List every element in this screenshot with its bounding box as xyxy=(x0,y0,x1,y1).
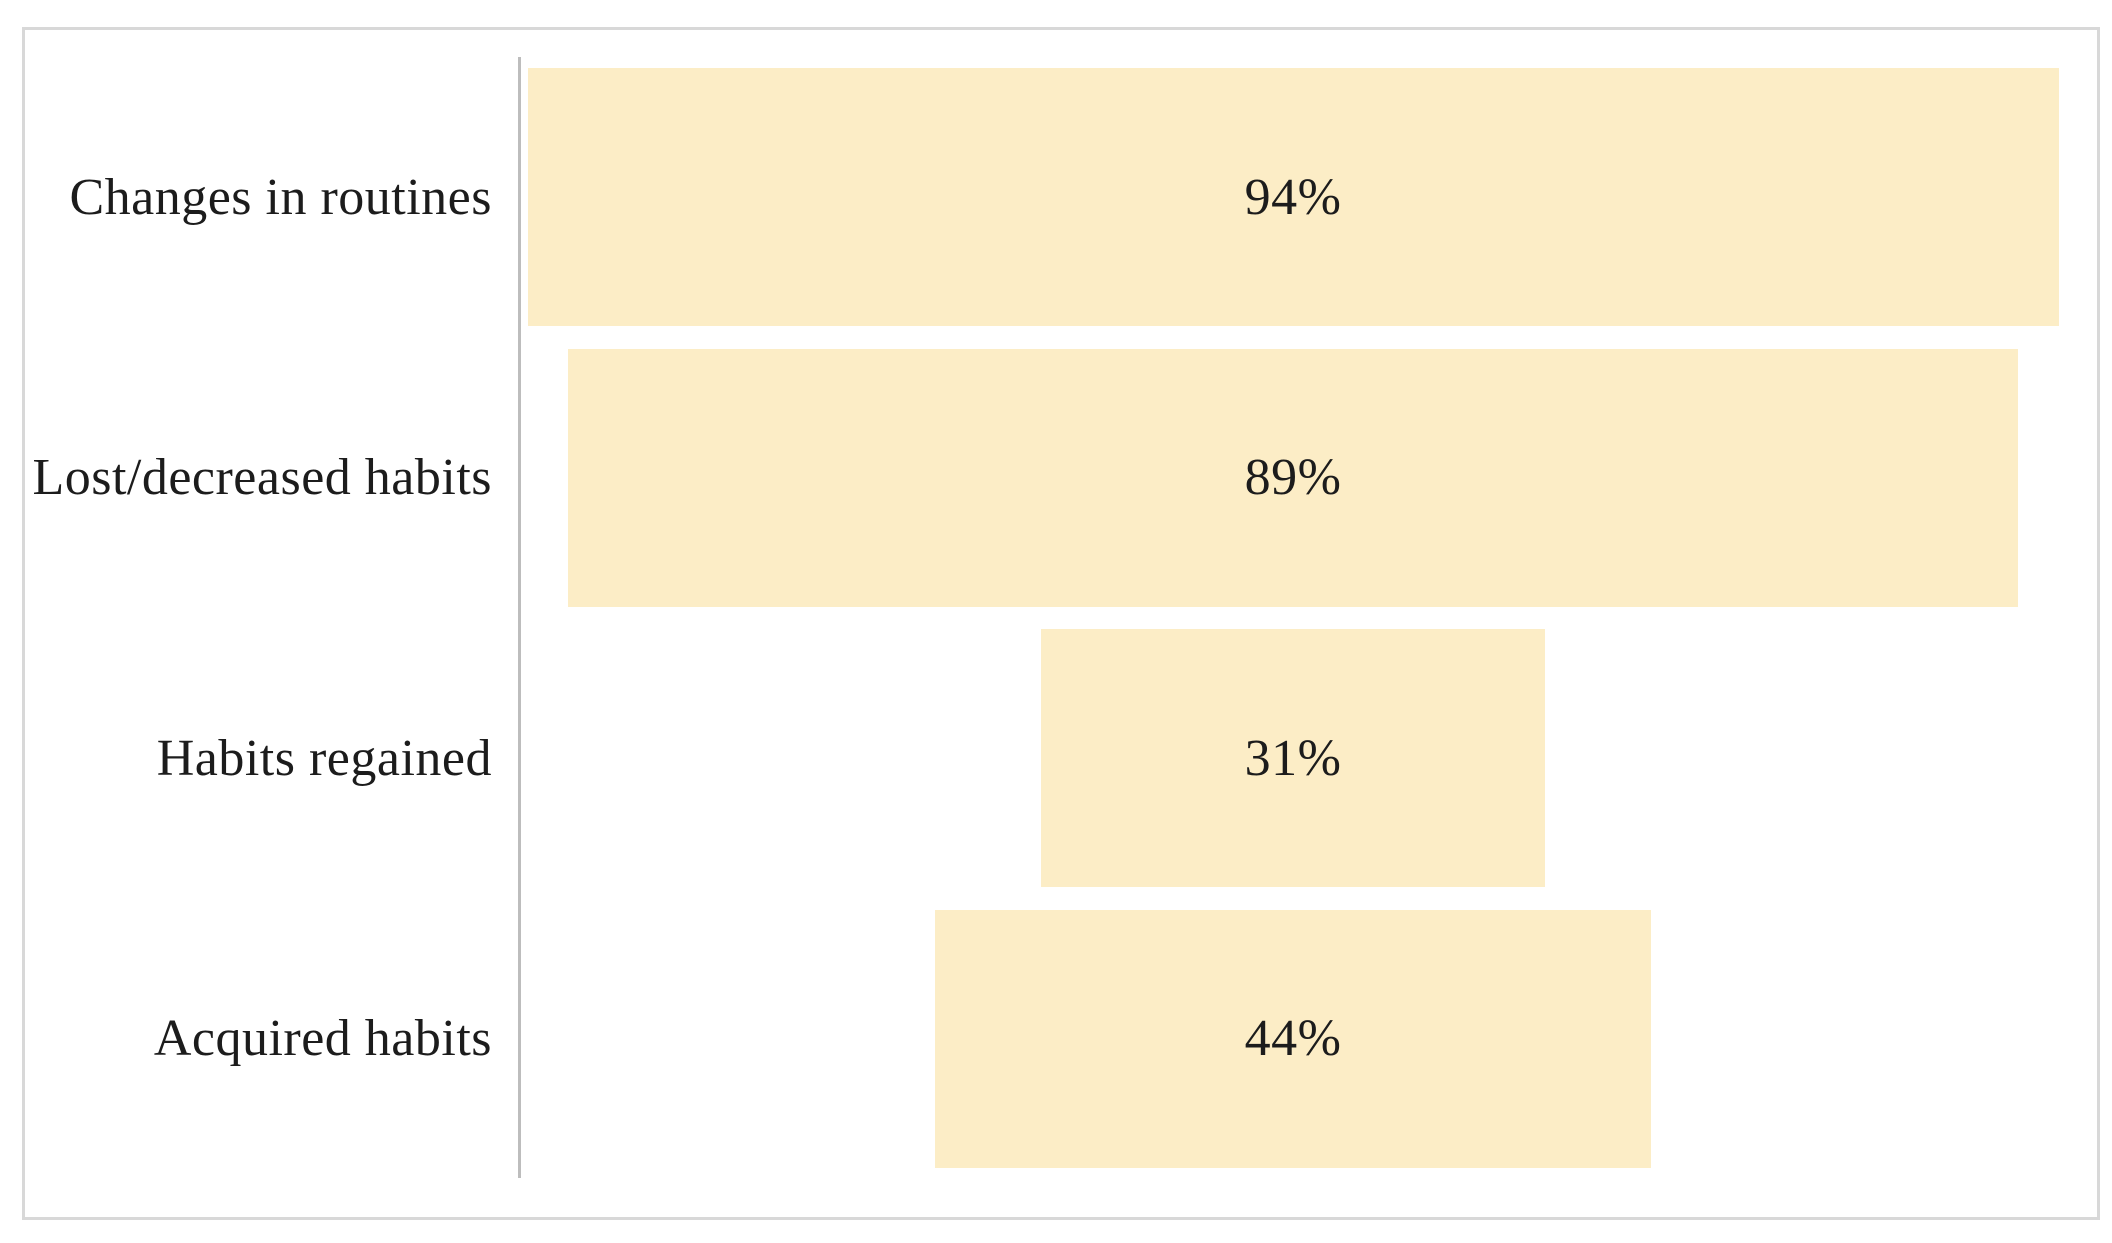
funnel-row: Acquired habits 44% xyxy=(25,899,2097,1179)
funnel-row: Habits regained 31% xyxy=(25,618,2097,898)
category-axis-line xyxy=(518,57,521,1178)
category-label: Changes in routines xyxy=(69,168,492,226)
category-label: Habits regained xyxy=(156,729,492,787)
category-label: Lost/decreased habits xyxy=(32,449,492,506)
data-value-label: 44% xyxy=(1244,1010,1342,1067)
category-label: Acquired habits xyxy=(153,1010,492,1067)
funnel-row: Changes in routines 94% xyxy=(25,57,2097,337)
data-value-label: 94% xyxy=(1244,168,1342,226)
funnel-bar: 31% xyxy=(1040,629,1546,887)
funnel-bar: 89% xyxy=(568,348,2018,607)
data-value-label: 89% xyxy=(1244,449,1342,506)
data-value-label: 31% xyxy=(1244,729,1342,787)
funnel-bar: 44% xyxy=(934,909,1652,1168)
plot-area: Changes in routines 94% Lost/decreased h… xyxy=(25,30,2097,1217)
funnel-row: Lost/decreased habits 89% xyxy=(25,338,2097,618)
funnel-bar: 94% xyxy=(527,68,2059,326)
chart-frame: Changes in routines 94% Lost/decreased h… xyxy=(22,27,2100,1220)
